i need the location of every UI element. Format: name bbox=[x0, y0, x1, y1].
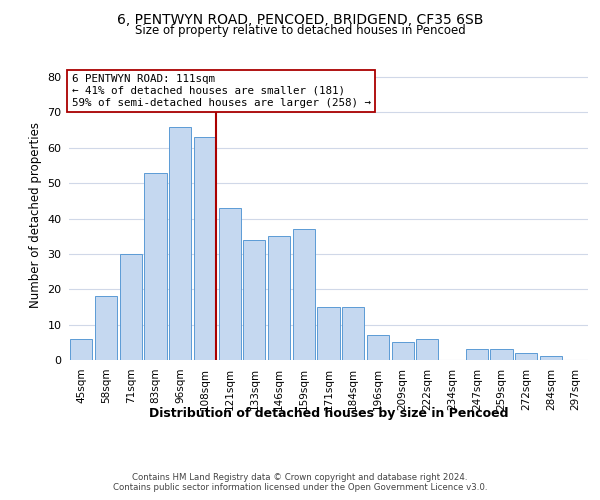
Bar bbox=[416, 339, 439, 360]
Bar bbox=[268, 236, 290, 360]
Text: Size of property relative to detached houses in Pencoed: Size of property relative to detached ho… bbox=[134, 24, 466, 37]
Bar bbox=[70, 339, 92, 360]
Text: 6 PENTWYN ROAD: 111sqm
← 41% of detached houses are smaller (181)
59% of semi-de: 6 PENTWYN ROAD: 111sqm ← 41% of detached… bbox=[71, 74, 371, 108]
Bar bbox=[145, 172, 167, 360]
Bar bbox=[392, 342, 414, 360]
Text: Distribution of detached houses by size in Pencoed: Distribution of detached houses by size … bbox=[149, 408, 509, 420]
Bar bbox=[194, 137, 216, 360]
Bar bbox=[540, 356, 562, 360]
Text: 6, PENTWYN ROAD, PENCOED, BRIDGEND, CF35 6SB: 6, PENTWYN ROAD, PENCOED, BRIDGEND, CF35… bbox=[117, 12, 483, 26]
Bar bbox=[119, 254, 142, 360]
Bar bbox=[466, 350, 488, 360]
Bar bbox=[515, 353, 538, 360]
Bar bbox=[490, 350, 512, 360]
Y-axis label: Number of detached properties: Number of detached properties bbox=[29, 122, 41, 308]
Bar bbox=[367, 335, 389, 360]
Bar bbox=[218, 208, 241, 360]
Bar bbox=[342, 307, 364, 360]
Bar bbox=[317, 307, 340, 360]
Bar bbox=[243, 240, 265, 360]
Text: Contains HM Land Registry data © Crown copyright and database right 2024.: Contains HM Land Registry data © Crown c… bbox=[132, 472, 468, 482]
Text: Contains public sector information licensed under the Open Government Licence v3: Contains public sector information licen… bbox=[113, 484, 487, 492]
Bar bbox=[95, 296, 117, 360]
Bar bbox=[169, 126, 191, 360]
Bar bbox=[293, 229, 315, 360]
